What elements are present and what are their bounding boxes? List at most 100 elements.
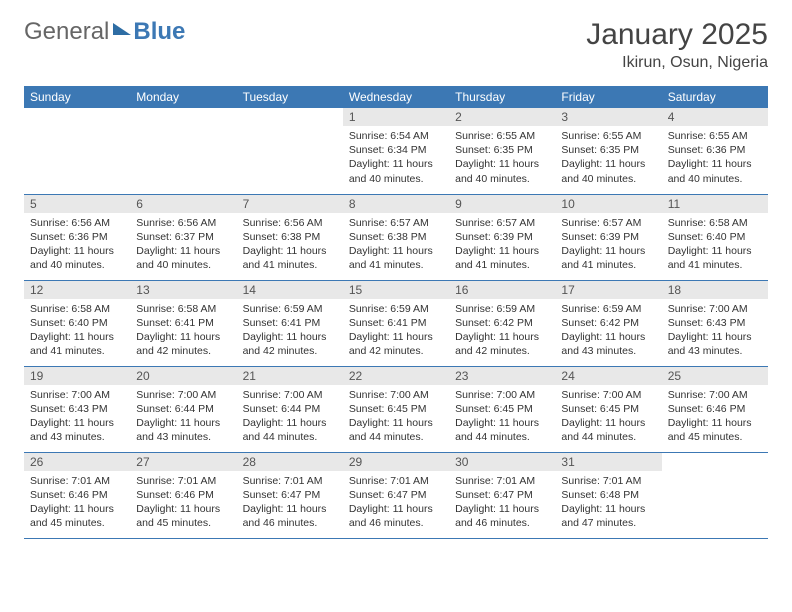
sunset-line: Sunset: 6:35 PM xyxy=(561,143,655,157)
day-body: Sunrise: 6:59 AMSunset: 6:41 PMDaylight:… xyxy=(237,299,343,363)
day-body: Sunrise: 7:00 AMSunset: 6:43 PMDaylight:… xyxy=(24,385,130,449)
calendar-cell: 20Sunrise: 7:00 AMSunset: 6:44 PMDayligh… xyxy=(130,366,236,452)
calendar-cell: 12Sunrise: 6:58 AMSunset: 6:40 PMDayligh… xyxy=(24,280,130,366)
daylight-line: Daylight: 11 hours and 46 minutes. xyxy=(455,502,549,530)
day-number: 6 xyxy=(130,195,236,213)
day-number: 31 xyxy=(555,453,661,471)
day-body: Sunrise: 6:54 AMSunset: 6:34 PMDaylight:… xyxy=(343,126,449,190)
day-body: Sunrise: 6:56 AMSunset: 6:38 PMDaylight:… xyxy=(237,213,343,277)
calendar-row: 12Sunrise: 6:58 AMSunset: 6:40 PMDayligh… xyxy=(24,280,768,366)
location-subtitle: Ikirun, Osun, Nigeria xyxy=(586,54,768,72)
daylight-line: Daylight: 11 hours and 41 minutes. xyxy=(349,244,443,272)
sunrise-line: Sunrise: 7:01 AM xyxy=(561,474,655,488)
day-number: 19 xyxy=(24,367,130,385)
sunrise-line: Sunrise: 7:01 AM xyxy=(349,474,443,488)
day-number: 7 xyxy=(237,195,343,213)
day-body: Sunrise: 6:56 AMSunset: 6:36 PMDaylight:… xyxy=(24,213,130,277)
calendar-cell: 11Sunrise: 6:58 AMSunset: 6:40 PMDayligh… xyxy=(662,194,768,280)
sunset-line: Sunset: 6:38 PM xyxy=(349,230,443,244)
day-header: Saturday xyxy=(662,86,768,108)
sunset-line: Sunset: 6:37 PM xyxy=(136,230,230,244)
daylight-line: Daylight: 11 hours and 44 minutes. xyxy=(455,416,549,444)
day-number: 28 xyxy=(237,453,343,471)
day-body: Sunrise: 7:00 AMSunset: 6:46 PMDaylight:… xyxy=(662,385,768,449)
sunrise-line: Sunrise: 7:00 AM xyxy=(243,388,337,402)
daylight-line: Daylight: 11 hours and 45 minutes. xyxy=(30,502,124,530)
sunset-line: Sunset: 6:48 PM xyxy=(561,488,655,502)
daylight-line: Daylight: 11 hours and 40 minutes. xyxy=(349,157,443,185)
calendar-cell: 30Sunrise: 7:01 AMSunset: 6:47 PMDayligh… xyxy=(449,452,555,538)
day-header: Sunday xyxy=(24,86,130,108)
sunset-line: Sunset: 6:45 PM xyxy=(349,402,443,416)
day-header: Friday xyxy=(555,86,661,108)
calendar-cell: 19Sunrise: 7:00 AMSunset: 6:43 PMDayligh… xyxy=(24,366,130,452)
day-body: Sunrise: 7:00 AMSunset: 6:44 PMDaylight:… xyxy=(237,385,343,449)
sunset-line: Sunset: 6:43 PM xyxy=(30,402,124,416)
day-body: Sunrise: 6:59 AMSunset: 6:42 PMDaylight:… xyxy=(555,299,661,363)
sunset-line: Sunset: 6:44 PM xyxy=(243,402,337,416)
calendar-cell-empty xyxy=(24,108,130,194)
day-number: 13 xyxy=(130,281,236,299)
day-number: 20 xyxy=(130,367,236,385)
day-body: Sunrise: 7:01 AMSunset: 6:46 PMDaylight:… xyxy=(24,471,130,535)
day-number: 24 xyxy=(555,367,661,385)
calendar-cell: 25Sunrise: 7:00 AMSunset: 6:46 PMDayligh… xyxy=(662,366,768,452)
day-body: Sunrise: 6:58 AMSunset: 6:40 PMDaylight:… xyxy=(662,213,768,277)
sunset-line: Sunset: 6:46 PM xyxy=(668,402,762,416)
sunset-line: Sunset: 6:43 PM xyxy=(668,316,762,330)
sunrise-line: Sunrise: 6:57 AM xyxy=(455,216,549,230)
day-body: Sunrise: 7:01 AMSunset: 6:47 PMDaylight:… xyxy=(343,471,449,535)
day-number: 10 xyxy=(555,195,661,213)
calendar-cell: 10Sunrise: 6:57 AMSunset: 6:39 PMDayligh… xyxy=(555,194,661,280)
day-body: Sunrise: 6:55 AMSunset: 6:36 PMDaylight:… xyxy=(662,126,768,190)
calendar-cell: 3Sunrise: 6:55 AMSunset: 6:35 PMDaylight… xyxy=(555,108,661,194)
daylight-line: Daylight: 11 hours and 41 minutes. xyxy=(455,244,549,272)
calendar-cell: 2Sunrise: 6:55 AMSunset: 6:35 PMDaylight… xyxy=(449,108,555,194)
day-number: 15 xyxy=(343,281,449,299)
day-header: Tuesday xyxy=(237,86,343,108)
day-header: Thursday xyxy=(449,86,555,108)
calendar-cell: 24Sunrise: 7:00 AMSunset: 6:45 PMDayligh… xyxy=(555,366,661,452)
day-number: 9 xyxy=(449,195,555,213)
daylight-line: Daylight: 11 hours and 40 minutes. xyxy=(455,157,549,185)
day-body: Sunrise: 6:57 AMSunset: 6:38 PMDaylight:… xyxy=(343,213,449,277)
calendar-cell: 7Sunrise: 6:56 AMSunset: 6:38 PMDaylight… xyxy=(237,194,343,280)
day-number: 22 xyxy=(343,367,449,385)
day-number-empty xyxy=(237,108,343,126)
daylight-line: Daylight: 11 hours and 43 minutes. xyxy=(668,330,762,358)
day-number: 30 xyxy=(449,453,555,471)
daylight-line: Daylight: 11 hours and 46 minutes. xyxy=(243,502,337,530)
day-body: Sunrise: 6:59 AMSunset: 6:42 PMDaylight:… xyxy=(449,299,555,363)
sunset-line: Sunset: 6:34 PM xyxy=(349,143,443,157)
sunrise-line: Sunrise: 6:56 AM xyxy=(243,216,337,230)
calendar-cell: 13Sunrise: 6:58 AMSunset: 6:41 PMDayligh… xyxy=(130,280,236,366)
sunrise-line: Sunrise: 7:00 AM xyxy=(668,388,762,402)
sunrise-line: Sunrise: 7:01 AM xyxy=(30,474,124,488)
daylight-line: Daylight: 11 hours and 42 minutes. xyxy=(136,330,230,358)
page-title: January 2025 xyxy=(586,18,768,52)
daylight-line: Daylight: 11 hours and 46 minutes. xyxy=(349,502,443,530)
calendar-cell: 31Sunrise: 7:01 AMSunset: 6:48 PMDayligh… xyxy=(555,452,661,538)
day-body: Sunrise: 7:01 AMSunset: 6:47 PMDaylight:… xyxy=(237,471,343,535)
sunrise-line: Sunrise: 6:56 AM xyxy=(30,216,124,230)
day-number: 21 xyxy=(237,367,343,385)
daylight-line: Daylight: 11 hours and 43 minutes. xyxy=(136,416,230,444)
daylight-line: Daylight: 11 hours and 41 minutes. xyxy=(561,244,655,272)
sunset-line: Sunset: 6:42 PM xyxy=(561,316,655,330)
daylight-line: Daylight: 11 hours and 40 minutes. xyxy=(668,157,762,185)
sunset-line: Sunset: 6:41 PM xyxy=(136,316,230,330)
sunrise-line: Sunrise: 7:00 AM xyxy=(668,302,762,316)
sunset-line: Sunset: 6:36 PM xyxy=(668,143,762,157)
daylight-line: Daylight: 11 hours and 41 minutes. xyxy=(668,244,762,272)
daylight-line: Daylight: 11 hours and 41 minutes. xyxy=(30,330,124,358)
sunrise-line: Sunrise: 6:57 AM xyxy=(349,216,443,230)
daylight-line: Daylight: 11 hours and 44 minutes. xyxy=(243,416,337,444)
calendar-row: 5Sunrise: 6:56 AMSunset: 6:36 PMDaylight… xyxy=(24,194,768,280)
calendar-row: 26Sunrise: 7:01 AMSunset: 6:46 PMDayligh… xyxy=(24,452,768,538)
daylight-line: Daylight: 11 hours and 42 minutes. xyxy=(349,330,443,358)
sunset-line: Sunset: 6:39 PM xyxy=(455,230,549,244)
logo: General Blue xyxy=(24,18,185,46)
day-number: 27 xyxy=(130,453,236,471)
calendar-cell: 29Sunrise: 7:01 AMSunset: 6:47 PMDayligh… xyxy=(343,452,449,538)
daylight-line: Daylight: 11 hours and 45 minutes. xyxy=(668,416,762,444)
